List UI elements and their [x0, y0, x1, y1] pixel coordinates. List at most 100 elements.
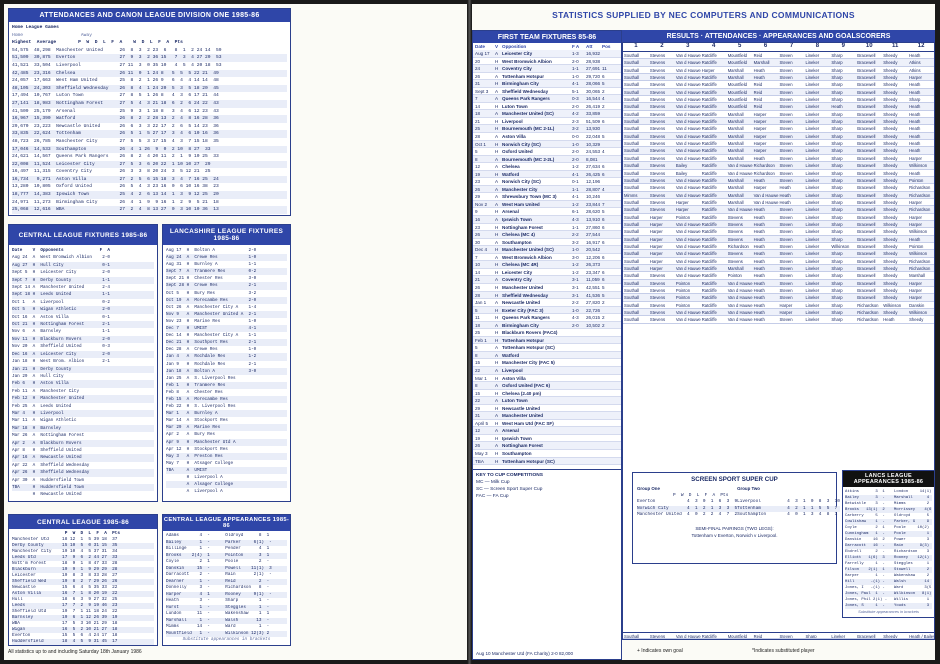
fixture-cell: 3-1 [572, 277, 579, 283]
fixture-cell [586, 359, 602, 366]
central-fixture-row: Apr 8 H Sheffield United [12, 447, 82, 453]
player-cell: Lineker [805, 60, 820, 66]
player-cell: Sharp [831, 199, 843, 205]
fixture-cell: Leicester City [502, 51, 533, 56]
player-cell: Lineker [805, 288, 820, 293]
fixture-cell: 24,553 [586, 149, 601, 155]
player-cell: Marshall [727, 111, 744, 117]
player-cell: Bracewell [857, 192, 876, 198]
player-cell: Marshall [727, 192, 744, 198]
group-two: Group Two Liverpool 4 3 1 0 8 3 10 Totten… [737, 486, 840, 519]
results-column-header: 9 [841, 43, 845, 49]
fixture-row: Jan 1 A Newcastle United 2-2 27,820 2 [473, 299, 621, 307]
player-cell: Lineker [805, 177, 820, 183]
player-cell: Bracewell [857, 273, 876, 279]
fixture-cell: 6 [602, 217, 605, 223]
player-cell: Van d Hauwe [727, 207, 753, 213]
fixture-cell: 19 [475, 171, 481, 177]
fixture-cell: Leicester City [502, 269, 533, 275]
player-cell: Mountfield [727, 60, 748, 66]
fixture-cell: Aston Villa [502, 134, 526, 140]
player-cell: Southall [624, 53, 640, 58]
player-cell: Sheedy [883, 75, 898, 81]
player-cell: Van d Hauwe [675, 258, 701, 264]
fixture-cell: 27,820 [586, 300, 601, 306]
player-cell: Lineker [831, 633, 846, 638]
player-cell: Lineker [805, 258, 820, 264]
fixture-cell: 28,807 [586, 186, 601, 192]
player-cell: Van d Hauwe [675, 75, 701, 81]
player-cell: Southall [624, 236, 640, 242]
fixture-cell: 3-1 [572, 292, 579, 298]
results-column-header: 8 [815, 43, 820, 49]
fixture-cell: Bournemouth (MC 2-1L) [502, 126, 555, 132]
fixture-row: 23 H Nottingham Forest 1-1 27,860 6 [473, 224, 621, 232]
player-cell: Lineker [805, 89, 820, 95]
player-cell: Southall [624, 243, 640, 249]
fixture-cell: Coventry City [502, 277, 532, 283]
player-cell: Sheedy [883, 192, 898, 198]
fixture-cell: H [495, 118, 499, 124]
fixture-cell: Newcastle United [502, 300, 541, 306]
fixture-cell: H [495, 390, 499, 396]
player-cell: Harper [909, 214, 922, 220]
attendance-row: 24,971 11,273 Birmingham City 26 4 1 9 9… [12, 199, 219, 205]
super-cup-title: SCREEN SPORT SUPER CUP [691, 476, 778, 483]
fixture-row: 21 H Liverpool 2-3 51,509 6 [473, 118, 621, 126]
attendance-row: 16,497 11,315 Coventry City 26 3 3 8 20 … [12, 169, 211, 175]
fixture-cell [602, 367, 616, 374]
fixture-row: 8 A Watford [473, 351, 621, 360]
fixture-cell [602, 352, 616, 359]
central-fixtures-rows: Aug 24 A West Bromwich Albion 2-0 Aug 27 … [12, 254, 154, 498]
lancs-apps-row: Coyle 2 1 Poole 10(2) - [845, 526, 932, 530]
player-cell: Sharp [805, 633, 817, 638]
fixture-cell: 7 [475, 254, 478, 260]
fixture-cell: 27,544 [586, 232, 601, 238]
player-cell: Heath [753, 207, 765, 213]
player-cell: Heath [753, 317, 765, 323]
player-cell: Harper [675, 207, 689, 213]
fixture-cell: 11 [602, 66, 607, 72]
central-fixture-row: Nov 6 A Barnsley 1-1 [12, 329, 110, 335]
player-cell: Sharp [831, 214, 843, 220]
player-cell: Steven [779, 67, 793, 73]
player-cell: Reid [753, 53, 763, 58]
fixture-cell: A [495, 217, 499, 223]
player-cell: Lineker [805, 280, 820, 286]
central-table-row: Everton 15 5 6 4 24 17 18 [12, 633, 118, 638]
results-row: Southall Harper Van d Hauwe Ratcliffe Steven… [623, 258, 934, 265]
lancs-fixture-row: Feb 15 A Morecambe Res [166, 395, 287, 404]
group-one-title: Group One [637, 486, 660, 491]
fixture-row: 15 H Chelsea (2.40 pm) [473, 390, 621, 398]
results-column-header: 11 [892, 43, 899, 49]
fixture-cell [602, 382, 616, 389]
fixture-row: 5 H Exeter City (FAC 3) 1-0 22,726 [473, 306, 621, 315]
central-fixture-row: Mar 26 A Nottingham Forest [12, 433, 85, 439]
central-apps-title: CENTRAL LEAGUE APPEARANCES 1985-86 [163, 515, 290, 531]
player-cell: Ratcliffe [701, 126, 717, 132]
central-table-columns: P W D L F A Pts [12, 531, 121, 536]
player-cell: Pointon [909, 243, 924, 249]
fixture-cell: 3-2 [572, 126, 579, 132]
fixture-cell: 22,048 [586, 134, 601, 140]
central-fixture-row: Feb 6 H Aston Villa [12, 380, 154, 388]
fixture-cell [602, 307, 616, 314]
fixture-cell: 3-1 [572, 284, 579, 290]
fixture-cell: 27,860 [586, 224, 601, 230]
lancs-fixtures-rows: Aug 17 H Bolton A 2-0 Aug 24 A Crewe Res … [166, 247, 287, 495]
fixture-cell: 26 [475, 443, 481, 449]
fixture-cell [602, 405, 616, 412]
fixture-cell: 1-2 [572, 269, 579, 275]
player-cell: Southall [624, 633, 640, 638]
fixture-row: 18 A Birmingham City 2-0 10,502 2 [473, 321, 621, 330]
player-cell: Sheedy [883, 60, 898, 66]
player-cell: Heath [909, 170, 921, 176]
results-column-header: 4 [712, 43, 716, 49]
central-table-row: Manchester City 19 10 4 5 37 31 34 [12, 549, 118, 554]
player-cell: Sheedy [883, 53, 898, 58]
player-cell: Southall [624, 67, 640, 73]
fixture-cell: 8,081 [586, 156, 598, 162]
central-apps-row: Billinge 1 - Pender 4 1 [166, 546, 270, 551]
player-cell: Stevens [649, 119, 666, 125]
attendance-row: 41,521 33,504 Liverpool 27 11 3 0 35 10 … [12, 62, 222, 68]
